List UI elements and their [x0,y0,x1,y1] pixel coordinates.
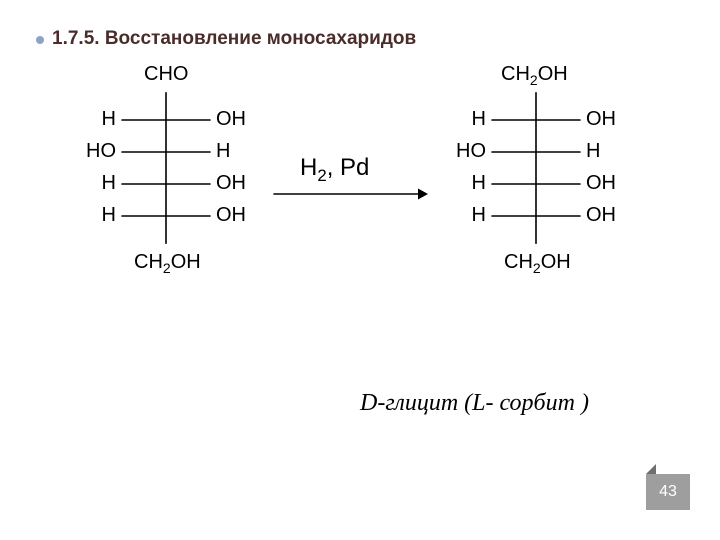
product-name: D-глицит (L- сорбит ) [360,390,589,417]
chem-label: H [472,108,486,131]
chem-label: H [102,108,116,131]
page-number-badge: 43 [646,474,690,510]
chem-label: HO [456,140,486,163]
reaction-diagram [0,0,720,540]
chem-label: OH [586,204,616,227]
chem-label: OH [586,108,616,131]
chem-label: OH [586,172,616,195]
heading-bullet [36,36,44,44]
chem-label: OH [216,108,246,131]
chem-label: H [472,204,486,227]
chem-label: H [216,140,230,163]
chem-top-label: CHO [144,63,188,86]
chem-label: OH [216,204,246,227]
chem-bottom-label: CH2OH [134,251,201,276]
chem-label: HO [86,140,116,163]
page-badge-notch [646,464,656,474]
reagent-label: H2, Pd [300,154,369,186]
chem-label: H [102,172,116,195]
page-number: 43 [659,483,677,501]
chem-label: H [102,204,116,227]
chem-top-label: CH2OH [501,63,568,88]
chem-label: OH [216,172,246,195]
chem-label: H [586,140,600,163]
chem-bottom-label: CH2OH [504,251,571,276]
chem-label: H [472,172,486,195]
heading-text: 1.7.5. Восстановление моносахаридов [52,28,416,50]
